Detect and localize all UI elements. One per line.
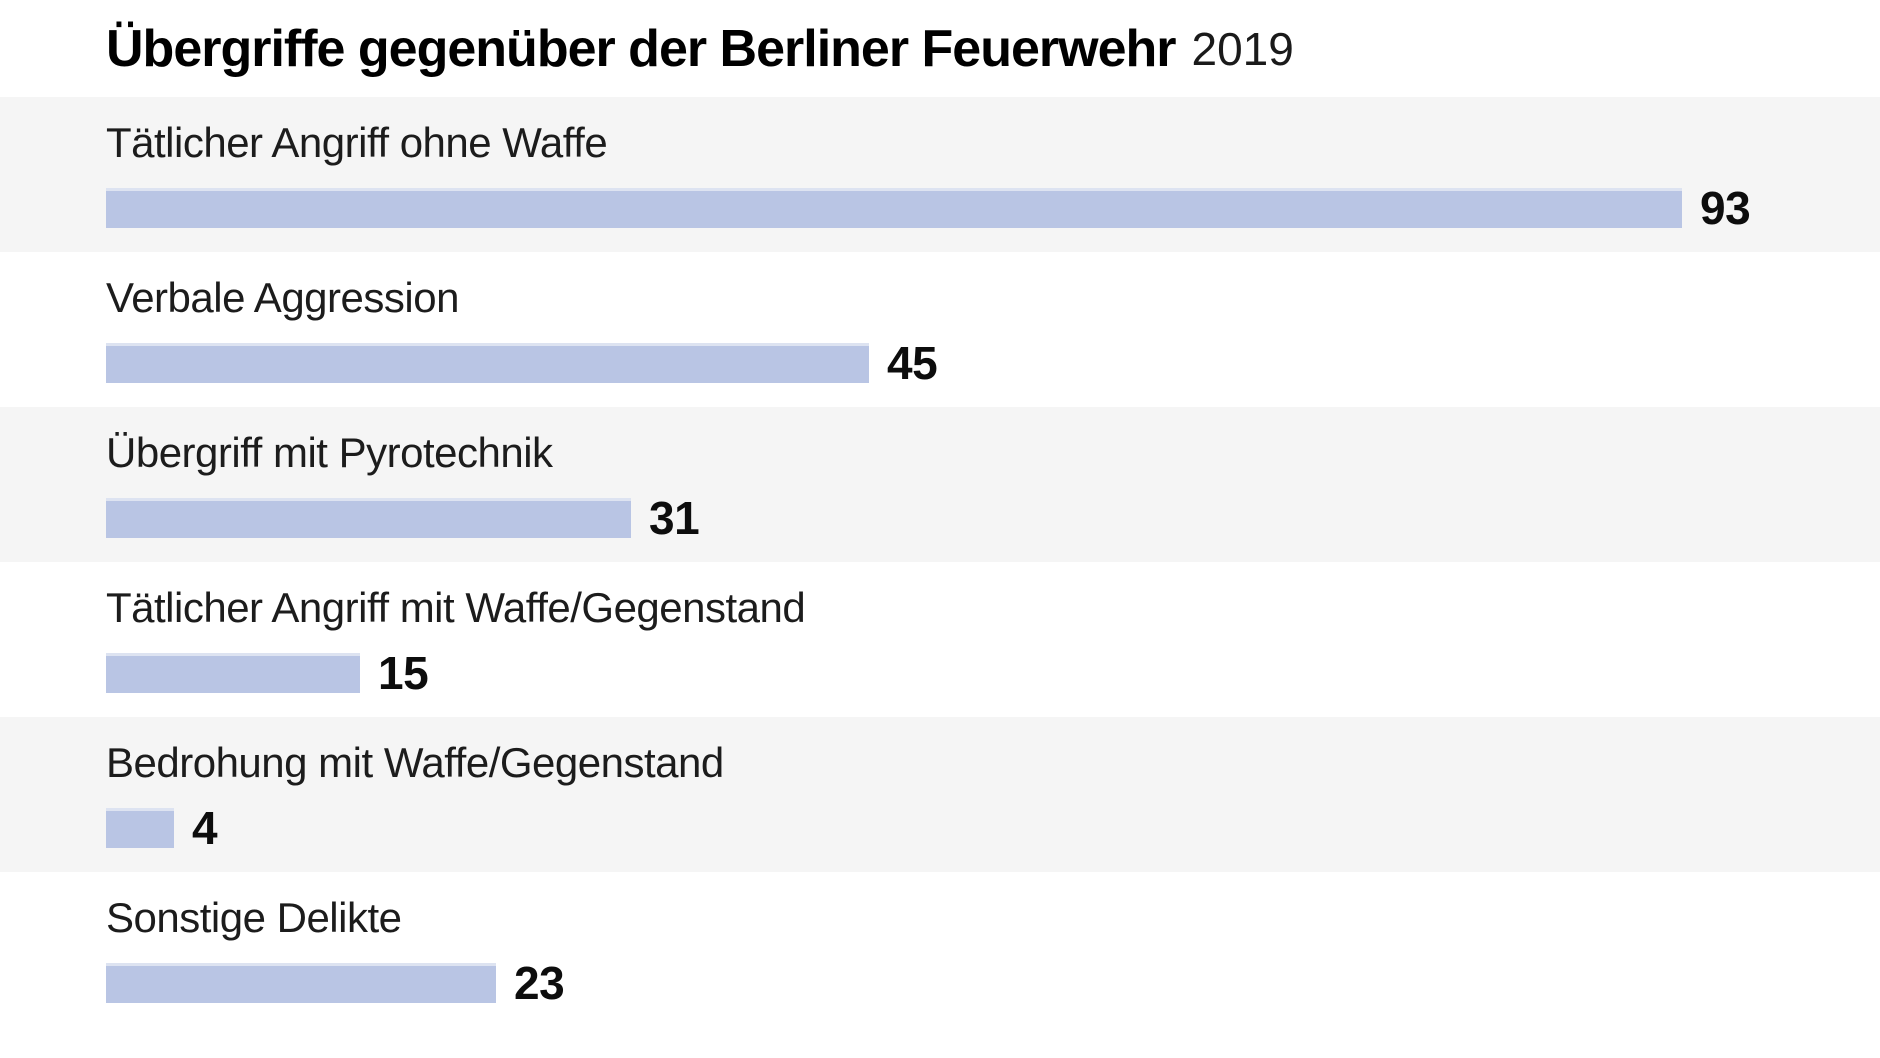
bar-value: 93: [1700, 182, 1751, 234]
bar: [106, 808, 174, 848]
chart-row: Verbale Aggression 45: [0, 252, 1880, 407]
bar: [106, 963, 496, 1003]
chart-row: Tätlicher Angriff ohne Waffe 93: [0, 97, 1880, 252]
chart-row: Übergriff mit Pyrotechnik 31: [0, 407, 1880, 562]
chart-row: Bedrohung mit Waffe/Gegenstand 4: [0, 717, 1880, 872]
bar-line: 15: [106, 647, 1880, 699]
bar: [106, 188, 1682, 228]
bar-value: 4: [192, 802, 218, 854]
bar-line: 93: [106, 182, 1880, 234]
bar-line: 31: [106, 492, 1880, 544]
title-year: 2019: [1191, 22, 1294, 75]
chart-row: Sonstige Delikte 23: [0, 872, 1880, 1027]
bar-value: 23: [514, 957, 565, 1009]
chart-row: Tätlicher Angriff mit Waffe/Gegenstand 1…: [0, 562, 1880, 717]
row-label: Übergriff mit Pyrotechnik: [106, 429, 553, 476]
bar-line: 45: [106, 337, 1880, 389]
page-title: Übergriffe gegenüber der Berliner Feuerw…: [106, 19, 1176, 78]
chart-rows: Tätlicher Angriff ohne Waffe 93 Verbale …: [0, 97, 1880, 1027]
row-label: Verbale Aggression: [106, 274, 459, 321]
row-label: Tätlicher Angriff mit Waffe/Gegenstand: [106, 584, 806, 631]
row-label: Sonstige Delikte: [106, 894, 402, 941]
bar-line: 23: [106, 957, 1880, 1009]
bar: [106, 343, 869, 383]
bar: [106, 653, 360, 693]
chart-header: Übergriffe gegenüber der Berliner Feuerw…: [0, 0, 1880, 97]
bar-value: 15: [378, 647, 429, 699]
row-label: Tätlicher Angriff ohne Waffe: [106, 119, 608, 166]
bar-line: 4: [106, 802, 1880, 854]
bar-value: 45: [887, 337, 938, 389]
bar: [106, 498, 631, 538]
row-label: Bedrohung mit Waffe/Gegenstand: [106, 739, 724, 786]
bar-value: 31: [649, 492, 700, 544]
